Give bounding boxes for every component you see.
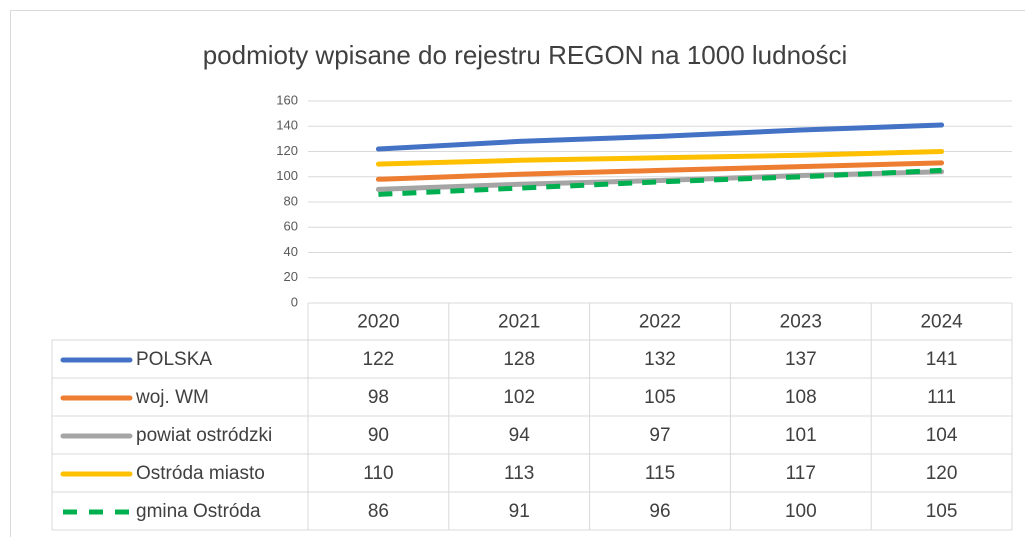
legend-label: gmina Ostróda bbox=[136, 501, 261, 522]
x-tick-label: 2022 bbox=[639, 312, 681, 333]
x-tick-label: 2021 bbox=[498, 312, 540, 333]
legend-label: woj. WM bbox=[135, 387, 209, 408]
table-value: 98 bbox=[368, 387, 389, 408]
table-value: 91 bbox=[509, 501, 530, 522]
chart-title: podmioty wpisane do rejestru REGON na 10… bbox=[203, 40, 848, 70]
table-value: 105 bbox=[926, 501, 958, 522]
table-value: 113 bbox=[504, 463, 534, 484]
table-value: 122 bbox=[363, 349, 395, 370]
y-tick-label: 120 bbox=[276, 143, 298, 158]
table-value: 137 bbox=[785, 349, 817, 370]
y-tick-label: 0 bbox=[291, 294, 298, 309]
y-tick-label: 80 bbox=[284, 193, 298, 208]
y-tick-label: 40 bbox=[284, 244, 298, 259]
y-tick-label: 60 bbox=[284, 219, 298, 234]
legend-label: Ostróda miasto bbox=[136, 463, 265, 484]
table-value: 104 bbox=[926, 425, 958, 446]
series-line bbox=[375, 160, 945, 182]
legend-label: POLSKA bbox=[136, 349, 212, 370]
table-value: 90 bbox=[368, 425, 389, 446]
table-value: 94 bbox=[509, 425, 531, 446]
series-line bbox=[375, 122, 945, 152]
table-value: 110 bbox=[363, 463, 393, 484]
table-value: 97 bbox=[649, 425, 670, 446]
table-value: 86 bbox=[368, 501, 389, 522]
y-tick-label: 140 bbox=[276, 118, 298, 133]
x-tick-label: 2023 bbox=[780, 312, 822, 333]
table-value: 108 bbox=[785, 387, 817, 408]
x-tick-label: 2024 bbox=[920, 312, 963, 333]
table-value: 141 bbox=[926, 349, 958, 370]
table-value: 115 bbox=[645, 463, 675, 484]
table-value: 117 bbox=[786, 463, 816, 484]
series-line bbox=[378, 167, 942, 197]
table-value: 132 bbox=[644, 349, 676, 370]
table-value: 105 bbox=[644, 387, 676, 408]
table-value: 100 bbox=[785, 501, 817, 522]
series-line bbox=[375, 149, 945, 167]
table-value: 120 bbox=[926, 463, 958, 484]
legend-label: powiat ostródzki bbox=[136, 425, 272, 446]
table-value: 96 bbox=[649, 501, 670, 522]
y-tick-label: 20 bbox=[284, 269, 298, 284]
table-value: 102 bbox=[503, 387, 535, 408]
table-value: 128 bbox=[503, 349, 535, 370]
chart-border bbox=[10, 10, 1025, 537]
y-tick-label: 100 bbox=[276, 168, 298, 183]
table-value: 111 bbox=[927, 387, 956, 408]
y-tick-label: 160 bbox=[276, 92, 298, 107]
x-tick-label: 2020 bbox=[357, 312, 399, 333]
table-value: 101 bbox=[785, 425, 817, 446]
